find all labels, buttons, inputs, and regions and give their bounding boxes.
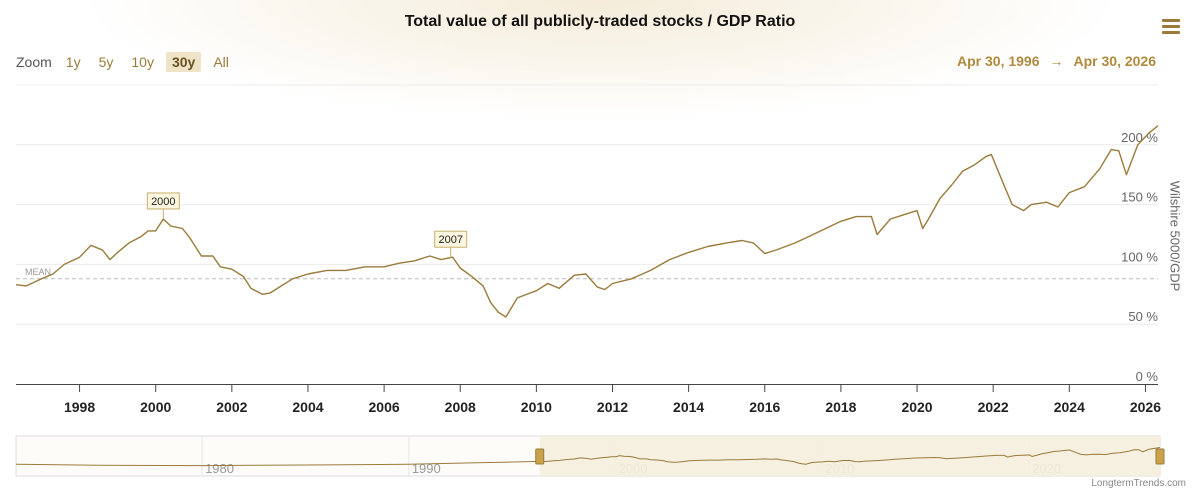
x-tick-label: 2004 [292,399,323,415]
x-tick-label: 2000 [140,399,171,415]
date-range: Apr 30, 1996 → Apr 30, 2026 [957,53,1156,69]
x-tick-label: 2008 [445,399,476,415]
x-tick-label: 2014 [673,399,704,415]
mean-label: MEAN [25,267,51,277]
annotation-label: 2000 [151,196,175,208]
zoom-label: Zoom [16,54,52,70]
navigator-tick-label: 1980 [205,461,234,476]
x-tick-label: 2020 [901,399,932,415]
x-tick-label: 2012 [597,399,628,415]
range-from-date[interactable]: Apr 30, 1996 [957,53,1040,69]
chart-title: Total value of all publicly-traded stock… [404,13,796,30]
x-tick-label: 2024 [1054,399,1085,415]
y-tick-label: 100 % [1121,249,1158,264]
hamburger-menu-icon[interactable] [1162,19,1180,34]
x-tick-label: 2006 [369,399,400,415]
x-tick-label: 2026 [1130,399,1161,415]
navigator-tick-label: 1990 [412,461,441,476]
zoom-all-button[interactable]: All [213,54,229,70]
arrow-right-icon: → [1049,53,1064,69]
zoom-5y-button[interactable]: 5y [98,54,114,70]
x-tick-label: 1998 [64,399,95,415]
x-tick-label: 2018 [825,399,856,415]
x-tick-label: 2010 [521,399,552,415]
annotation-box [146,192,180,210]
y-tick-label: 50 % [1128,309,1158,324]
y-axis-title: Wilshire 5000/GDP [1167,180,1183,292]
navigator-left-handle[interactable] [535,448,545,465]
series-line [15,125,1159,318]
range-to-date[interactable]: Apr 30, 2026 [1073,53,1157,69]
x-tick-label: 2022 [978,399,1009,415]
source-credit[interactable]: LongtermTrends.com [1091,478,1186,489]
annotation-label: 2007 [438,234,462,246]
x-tick-label: 2016 [749,399,780,415]
zoom-30y-button[interactable]: 30y [165,52,202,72]
y-tick-label: 0 % [1136,369,1159,384]
annotation-box [434,230,468,248]
navigator-right-handle[interactable] [1155,448,1165,465]
zoom-10y-button[interactable]: 10y [131,54,154,70]
zoom-bar: Zoom 1y 5y 10y 30y All [16,51,241,73]
navigator-line [15,447,1161,467]
navigator-selection [539,436,1160,476]
y-tick-label: 150 % [1121,190,1158,205]
zoom-1y-button[interactable]: 1y [65,54,81,70]
x-tick-label: 2002 [216,399,247,415]
